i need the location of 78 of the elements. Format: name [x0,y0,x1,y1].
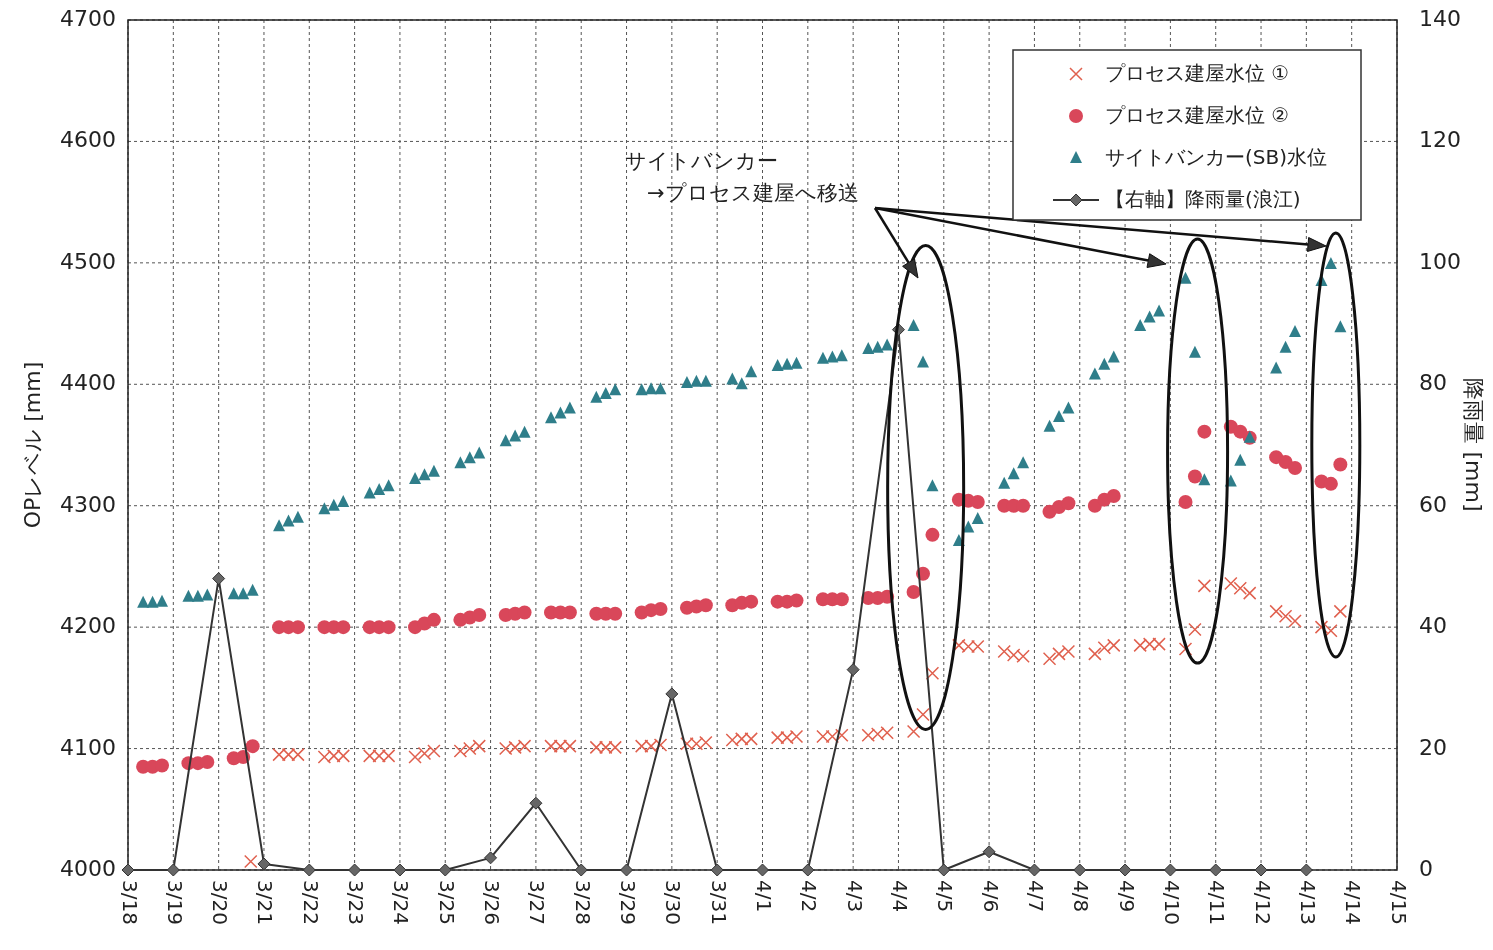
x-tick-label: 4/9 [1114,880,1139,913]
x-tick-label: 3/19 [162,880,187,925]
point [1299,863,1313,877]
annotation: サイトバンカー →プロセス建屋へ移送 [625,149,859,205]
legend-label: プロセス建屋水位 ② [1105,102,1290,127]
point [710,863,724,877]
y-tick-label: 4400 [60,370,116,396]
y-tick-label: 4200 [60,613,116,639]
x-tick-label: 4/8 [1069,880,1094,913]
point [1073,863,1087,877]
y-axis-title: OPレベル [mm] [20,361,45,529]
point [620,863,634,877]
y2-tick-label: 40 [1419,613,1447,639]
x-tick-label: 4/14 [1341,880,1366,925]
y-tick-label: 4100 [60,734,116,760]
y2-tick-label: 80 [1419,370,1447,396]
x-tick-label: 4/1 [752,880,776,913]
x-tick-label: 4/12 [1250,880,1275,925]
x-tick-label: 4/7 [1023,880,1048,913]
point [257,857,271,871]
y-tick-label: 4000 [60,856,116,881]
point [982,845,996,859]
x-tick-label: 3/24 [389,880,414,925]
x-tick-label: 4/11 [1205,880,1230,925]
point [393,863,407,877]
x-tick-label: 4/13 [1295,880,1320,925]
x-tick-label: 4/4 [887,880,912,913]
y2-tick-label: 140 [1419,6,1461,31]
x-tick-label: 4/15 [1386,880,1411,925]
y2-tick-label: 20 [1419,734,1447,760]
y2-tick-label: 120 [1419,127,1461,153]
x-tick-label: 3/25 [434,880,459,925]
point [484,851,498,865]
legend-label: サイトバンカー(SB)水位 [1105,144,1328,169]
point [302,863,316,877]
x-tick-label: 4/2 [797,880,822,913]
point [756,863,769,877]
point [801,863,815,877]
x-tick-label: 3/29 [616,880,641,925]
x-tick-label: 4/6 [978,880,1003,913]
point [529,796,543,810]
x-tick-label: 3/23 [344,880,369,925]
y-tick-label: 4300 [60,491,116,517]
y-tick-label: 4600 [60,127,116,153]
x-tick-label: 4/3 [842,880,867,913]
y-tick-label: 4700 [60,6,116,31]
point [1209,863,1223,877]
point [121,863,135,877]
point [665,687,679,701]
x-tick-label: 3/31 [706,880,731,925]
point [348,863,362,877]
point [1027,863,1041,877]
x-tick-label: 4/10 [1159,880,1184,925]
x-tick-label: 3/30 [661,880,686,925]
y2-axis-title: 降雨量 [mm] [1461,378,1486,512]
point [846,663,860,677]
point [1254,863,1268,877]
point [438,863,452,877]
x-tick-label: 4/5 [933,880,958,913]
x-tick-label: 3/21 [253,880,278,925]
point [937,863,951,877]
x-tick-label: 3/18 [117,880,142,925]
point [574,863,588,877]
x-tick-label: 3/26 [480,880,505,925]
y2-tick-label: 0 [1419,856,1433,881]
x-tick-label: 3/27 [525,880,550,925]
point [212,572,226,586]
y2-tick-label: 60 [1419,491,1447,517]
legend-label: プロセス建屋水位 ① [1105,60,1290,85]
x-tick-label: 3/22 [298,880,323,925]
point [1118,863,1132,877]
y-tick-label: 4500 [60,248,116,274]
y2-tick-label: 100 [1419,248,1461,274]
legend-label: 【右軸】降雨量(浪江) [1105,186,1301,211]
point [1163,863,1177,877]
x-tick-label: 3/28 [570,880,595,925]
point [166,863,180,877]
x-tick-label: 3/20 [208,880,233,925]
